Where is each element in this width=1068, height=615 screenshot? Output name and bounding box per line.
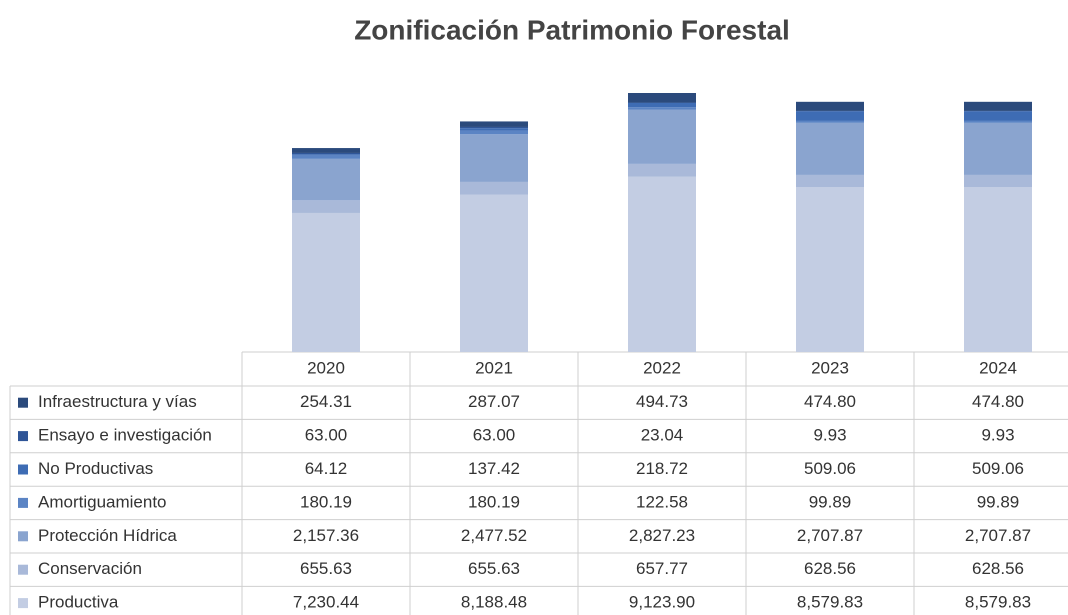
data-label: 9.93 bbox=[813, 426, 846, 445]
data-label: 99.89 bbox=[809, 492, 852, 511]
legend-swatch bbox=[18, 431, 28, 442]
legend-swatch bbox=[18, 464, 28, 475]
bar-segment bbox=[460, 134, 528, 182]
chart-title: Zonificación Patrimonio Forestal bbox=[354, 14, 790, 45]
bar-segment bbox=[628, 163, 696, 177]
data-label: 509.06 bbox=[804, 459, 856, 478]
data-label: 63.00 bbox=[305, 426, 348, 445]
data-label: 23.04 bbox=[641, 426, 684, 445]
data-label: 628.56 bbox=[972, 559, 1024, 578]
bar-segment bbox=[460, 121, 528, 127]
data-label: 9.93 bbox=[981, 426, 1014, 445]
legend-label: Infraestructura y vías bbox=[38, 392, 197, 411]
data-label: 2,477.52 bbox=[461, 526, 527, 545]
data-label: 657.77 bbox=[636, 559, 688, 578]
x-tick-label: 2021 bbox=[475, 358, 513, 377]
legend-label: Ensayo e investigación bbox=[38, 426, 212, 445]
data-label: 218.72 bbox=[636, 459, 688, 478]
bar-segment bbox=[292, 200, 360, 213]
data-label: 474.80 bbox=[972, 392, 1024, 411]
bar-segment bbox=[796, 187, 864, 352]
bar-segment bbox=[964, 122, 1032, 175]
bar-segment bbox=[964, 111, 1032, 121]
legend-swatch bbox=[18, 397, 28, 408]
data-label: 8,579.83 bbox=[965, 593, 1031, 612]
bar-segment bbox=[460, 130, 528, 135]
data-label: 254.31 bbox=[300, 392, 352, 411]
bar-segment bbox=[460, 181, 528, 195]
bar-segment bbox=[460, 126, 528, 129]
bar-segment bbox=[628, 102, 696, 108]
data-label: 99.89 bbox=[977, 492, 1020, 511]
legend-label: Amortiguamiento bbox=[38, 492, 167, 511]
data-label: 655.63 bbox=[468, 559, 520, 578]
bar-segment bbox=[292, 152, 360, 155]
x-tick-label: 2023 bbox=[811, 358, 849, 377]
legend-label: Protección Hídrica bbox=[38, 526, 177, 545]
data-label: 628.56 bbox=[804, 559, 856, 578]
data-label: 122.58 bbox=[636, 492, 688, 511]
x-tick-label: 2024 bbox=[979, 358, 1017, 377]
bar-segment bbox=[628, 176, 696, 352]
bar-segment bbox=[292, 212, 360, 352]
data-label: 2,707.87 bbox=[797, 526, 863, 545]
data-label: 8,188.48 bbox=[461, 593, 527, 612]
data-label: 494.73 bbox=[636, 392, 688, 411]
x-tick-label: 2020 bbox=[307, 358, 345, 377]
bar-segment bbox=[628, 109, 696, 164]
bar-segment bbox=[796, 101, 864, 111]
legend-swatch bbox=[18, 497, 28, 508]
bar-segment bbox=[796, 122, 864, 175]
data-label: 64.12 bbox=[305, 459, 348, 478]
data-label: 137.42 bbox=[468, 459, 520, 478]
bar-segment bbox=[460, 194, 528, 352]
bar-segment bbox=[964, 120, 1032, 123]
bar-segment bbox=[964, 174, 1032, 188]
bar-segment bbox=[292, 154, 360, 156]
data-label: 8,579.83 bbox=[797, 593, 863, 612]
bar-segment bbox=[460, 128, 528, 131]
bar-segment bbox=[628, 107, 696, 110]
bar-segment bbox=[964, 101, 1032, 111]
legend-swatch bbox=[18, 564, 28, 575]
data-label: 2,157.36 bbox=[293, 526, 359, 545]
legend-swatch bbox=[18, 598, 28, 609]
data-label: 287.07 bbox=[468, 392, 520, 411]
bar-segment bbox=[628, 93, 696, 103]
legend-label: Conservación bbox=[38, 559, 142, 578]
x-tick-label: 2022 bbox=[643, 358, 681, 377]
data-label: 63.00 bbox=[473, 426, 516, 445]
data-label: 180.19 bbox=[468, 492, 520, 511]
data-label: 9,123.90 bbox=[629, 593, 695, 612]
data-label: 2,707.87 bbox=[965, 526, 1031, 545]
bar-segment bbox=[796, 120, 864, 123]
data-label: 474.80 bbox=[804, 392, 856, 411]
bar-segment bbox=[964, 187, 1032, 352]
bar-segment bbox=[796, 174, 864, 188]
data-label: 655.63 bbox=[300, 559, 352, 578]
legend-label: No Productivas bbox=[38, 459, 153, 478]
bar-segment bbox=[292, 155, 360, 159]
legend-label: Productiva bbox=[38, 593, 119, 612]
data-label: 7,230.44 bbox=[293, 593, 359, 612]
legend-swatch bbox=[18, 531, 28, 542]
bar-segment bbox=[292, 148, 360, 153]
data-label: 180.19 bbox=[300, 492, 352, 511]
data-label: 509.06 bbox=[972, 459, 1024, 478]
bar-segment bbox=[292, 158, 360, 201]
data-label: 2,827.23 bbox=[629, 526, 695, 545]
bar-segment bbox=[796, 111, 864, 121]
